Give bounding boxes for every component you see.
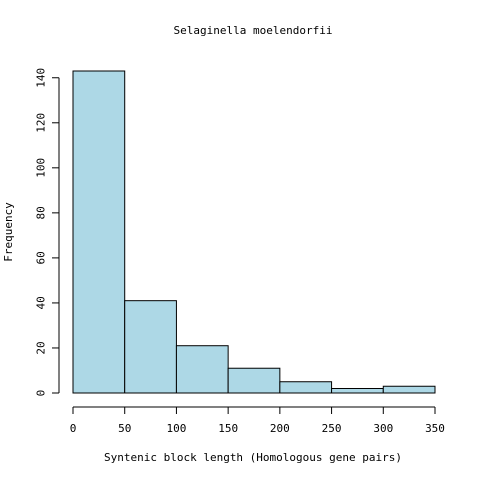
y-tick-label-3: 60 [35, 251, 48, 264]
y-tick-label-1: 20 [35, 341, 48, 354]
y-tick-label-0: 0 [35, 390, 48, 397]
y-axis: 0 20 40 60 80 100 120 140 [35, 68, 60, 396]
x-tick-label-3: 150 [218, 422, 238, 435]
histogram-bar-6 [382, 385, 436, 394]
histogram-bar-4 [279, 381, 333, 394]
x-tick-label-0: 0 [70, 422, 77, 435]
histogram-bar-3 [227, 367, 281, 394]
x-tick-label-7: 350 [425, 422, 445, 435]
x-axis-label: Syntenic block length (Homologous gene p… [104, 451, 402, 464]
x-tick-label-2: 100 [166, 422, 186, 435]
histogram-bar-2 [175, 345, 229, 394]
y-tick-label-5: 100 [35, 158, 48, 178]
histogram-bar-1 [124, 300, 177, 394]
x-tick-label-6: 300 [373, 422, 393, 435]
y-tick-label-4: 80 [35, 206, 48, 219]
x-tick-label-1: 50 [118, 422, 131, 435]
y-tick-label-2: 40 [35, 296, 48, 309]
y-tick-label-6: 120 [35, 113, 48, 133]
chart-title: Selaginella moelendorfii [174, 24, 333, 37]
histogram-bar-5 [331, 387, 384, 394]
y-tick-label-7: 140 [35, 68, 48, 88]
histogram-bar-0 [72, 70, 126, 394]
y-axis-label: Frequency [2, 202, 15, 262]
x-tick-label-4: 200 [270, 422, 290, 435]
bars-group [72, 70, 436, 394]
x-axis: 0 50 100 150 200 250 300 350 [70, 406, 445, 435]
x-tick-label-5: 250 [322, 422, 342, 435]
